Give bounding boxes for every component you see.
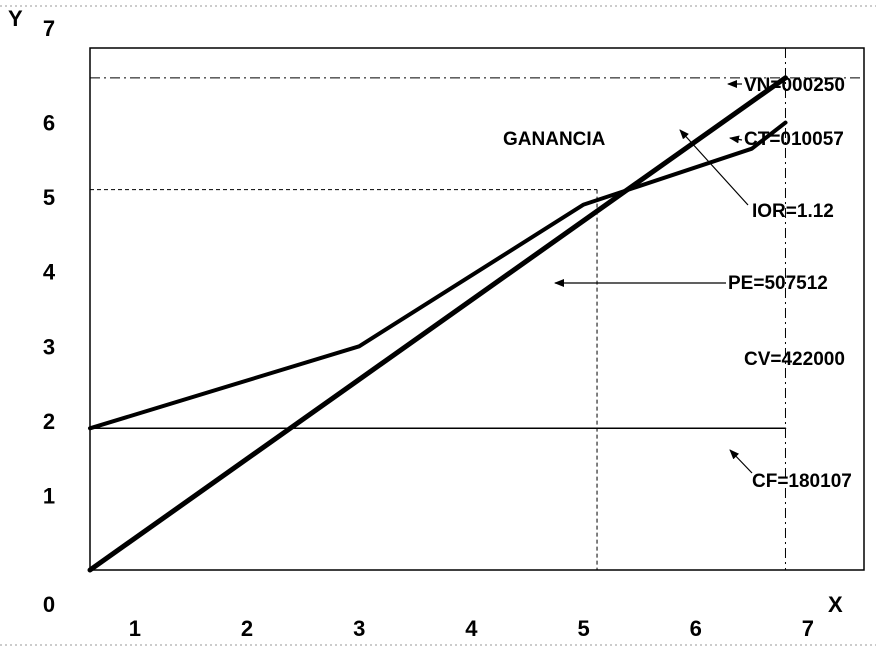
- x-tick-label: 7: [802, 616, 814, 641]
- annotation-ct: CT=010057: [744, 129, 844, 150]
- x-tick-label: 5: [577, 616, 589, 641]
- y-tick-label: 3: [43, 334, 55, 359]
- plot-frame: [89, 47, 865, 571]
- y-tick-label: 2: [43, 409, 55, 434]
- ct-arrow: [729, 135, 743, 144]
- y-tick-label: 5: [43, 185, 55, 210]
- annotation-ganancia: GANANCIA: [503, 129, 606, 150]
- series-layer: [87, 75, 788, 573]
- reference-lines: [90, 48, 864, 570]
- x-tick-label: 2: [241, 616, 253, 641]
- sales-line: [87, 75, 788, 573]
- ior-arrow: [679, 129, 749, 206]
- y-tick-label: 1: [43, 483, 55, 508]
- x-tick-label: 4: [465, 616, 478, 641]
- y-tick-label: 7: [43, 16, 55, 41]
- x-tick-label: 6: [690, 616, 702, 641]
- annotation-cv: CV=422000: [744, 349, 845, 370]
- cf-arrow: [729, 449, 753, 474]
- total-cost-line: [88, 120, 788, 431]
- annotation-ior: IOR=1.12: [752, 201, 834, 222]
- annotation-vn: VN=000250: [744, 75, 845, 96]
- x-tick-label: 1: [129, 616, 141, 641]
- annotation-arrows: [554, 80, 753, 474]
- y-tick-label: 4: [43, 260, 56, 285]
- y-tick-label: 6: [43, 111, 55, 136]
- annotation-cf: CF=180107: [752, 471, 852, 492]
- annotation-pe: PE=507512: [728, 273, 828, 294]
- tick-labels: 1 2 3 4 5 6 7 0 1 2 3 4 5 6 7: [43, 16, 814, 641]
- y-tick-label: 0: [43, 592, 55, 617]
- y-axis-label: Y: [8, 6, 23, 31]
- x-tick-label: 3: [353, 616, 365, 641]
- x-axis-label: X: [828, 592, 843, 617]
